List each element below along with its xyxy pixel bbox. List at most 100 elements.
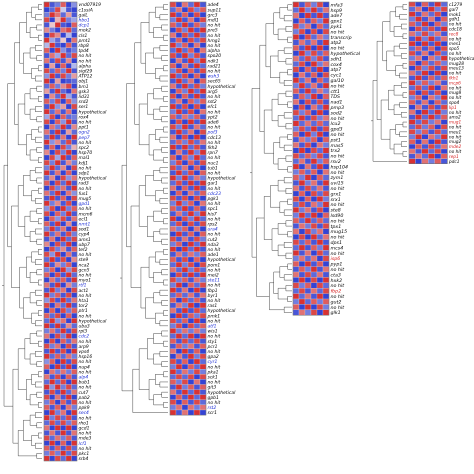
- heatmap-cell: [65, 318, 72, 324]
- heatmap-cell: [292, 298, 300, 305]
- heatmap-cell: [310, 174, 318, 181]
- heatmap-cell: [199, 251, 207, 258]
- heatmap-cell: [434, 36, 442, 42]
- heatmap-cell: [71, 425, 78, 431]
- heatmap-cell: [175, 231, 183, 237]
- heatmap-cell: [175, 307, 183, 314]
- heatmap-cell: [434, 104, 442, 110]
- row-label: byr1: [208, 293, 218, 299]
- heatmap-cell: [310, 104, 318, 111]
- heatmap-cell: [434, 60, 442, 66]
- heatmap-cell: [65, 108, 72, 115]
- heatmap-cell: [169, 358, 177, 365]
- row-label: c1279: [449, 2, 463, 8]
- heatmap-cell: [49, 22, 56, 28]
- heatmap-cell: [421, 104, 429, 110]
- heatmap-cell: [292, 104, 300, 111]
- heatmap-cell: [408, 55, 416, 61]
- heatmap-cell: [304, 169, 312, 175]
- heatmap-cell: [199, 379, 207, 385]
- heatmap-cell: [181, 277, 189, 283]
- heatmap-cell: [60, 435, 67, 441]
- heatmap-cell: [49, 63, 56, 69]
- heatmap-cell: [71, 185, 78, 191]
- row-label: atp7: [331, 67, 342, 73]
- heatmap-cell: [193, 108, 201, 115]
- heatmap-cell: [60, 68, 67, 74]
- heatmap-cell: [175, 236, 183, 242]
- heatmap-cell: [169, 333, 177, 339]
- heatmap-cell: [181, 226, 189, 232]
- heatmap-cell: [65, 363, 72, 370]
- heatmap-cell: [71, 134, 78, 140]
- heatmap-cell: [298, 88, 306, 94]
- heatmap-cell: [187, 246, 195, 253]
- heatmap-cell: [49, 425, 56, 431]
- heatmap-cell: [169, 27, 177, 33]
- heatmap-cell: [193, 27, 201, 33]
- heatmap-cell: [60, 241, 67, 247]
- heatmap-cell: [175, 93, 183, 100]
- heatmap-cell: [193, 32, 201, 38]
- heatmap-cell: [298, 223, 306, 229]
- row-label: no hit: [79, 186, 92, 192]
- heatmap-cell: [322, 190, 330, 197]
- heatmap-cell: [322, 72, 330, 78]
- heatmap-cell: [49, 450, 56, 457]
- row-label: transcrip: [331, 35, 352, 41]
- heatmap-cell: [193, 1, 201, 8]
- heatmap-cell: [71, 124, 78, 130]
- row-label: no hit: [79, 339, 92, 345]
- heatmap-cell: [175, 363, 183, 370]
- heatmap-cell: [292, 142, 300, 148]
- heatmap-cell: [304, 255, 312, 262]
- heatmap-cell: [316, 28, 324, 35]
- heatmap-cell: [43, 343, 50, 349]
- heatmap-cell: [440, 31, 448, 37]
- heatmap-cell: [322, 293, 330, 300]
- heatmap-cell: [169, 297, 177, 304]
- heatmap-cell: [60, 159, 67, 166]
- heatmap-cell: [71, 205, 78, 212]
- heatmap-cell: [54, 226, 61, 232]
- heatmap-cell: [316, 212, 324, 219]
- heatmap-cell: [421, 1, 429, 8]
- heatmap-cell: [304, 217, 312, 224]
- heatmap-cell: [292, 1, 300, 8]
- row-label: no hit: [79, 53, 92, 59]
- heatmap-cell: [49, 292, 56, 298]
- heatmap-cell: [187, 267, 195, 273]
- row-label: no hit: [331, 218, 346, 224]
- heatmap-cell: [193, 399, 201, 406]
- heatmap-cell: [292, 120, 300, 127]
- heatmap-cell: [316, 223, 324, 229]
- row-label: no hit: [79, 119, 92, 125]
- heatmap-cell: [415, 109, 422, 115]
- heatmap-cell: [60, 98, 67, 105]
- heatmap-cell: [440, 109, 448, 115]
- row-label: cyp4: [79, 232, 90, 238]
- heatmap-cell: [71, 353, 78, 360]
- heatmap-cell: [175, 83, 183, 89]
- heatmap-cell: [415, 124, 422, 130]
- heatmap-cell: [60, 236, 67, 242]
- heatmap-cell: [415, 31, 422, 37]
- heatmap-cell: [292, 288, 300, 294]
- heatmap-cell: [193, 369, 201, 375]
- heatmap-cell: [71, 103, 78, 110]
- heatmap-cell: [428, 16, 435, 22]
- heatmap-cell: [54, 420, 61, 426]
- heatmap-cell: [428, 139, 435, 145]
- heatmap-cell: [49, 159, 56, 166]
- heatmap-cell: [71, 27, 78, 33]
- heatmap-cell: [310, 115, 318, 121]
- heatmap-cell: [181, 409, 189, 416]
- heatmap-cell: [65, 216, 72, 222]
- heatmap-cell: [71, 139, 78, 145]
- row-label: no hit: [331, 116, 346, 122]
- heatmap-cell: [310, 153, 318, 159]
- heatmap-cell: [43, 180, 50, 186]
- heatmap-cell: [310, 109, 318, 116]
- heatmap-cell: [316, 169, 324, 175]
- heatmap-cell: [54, 409, 61, 416]
